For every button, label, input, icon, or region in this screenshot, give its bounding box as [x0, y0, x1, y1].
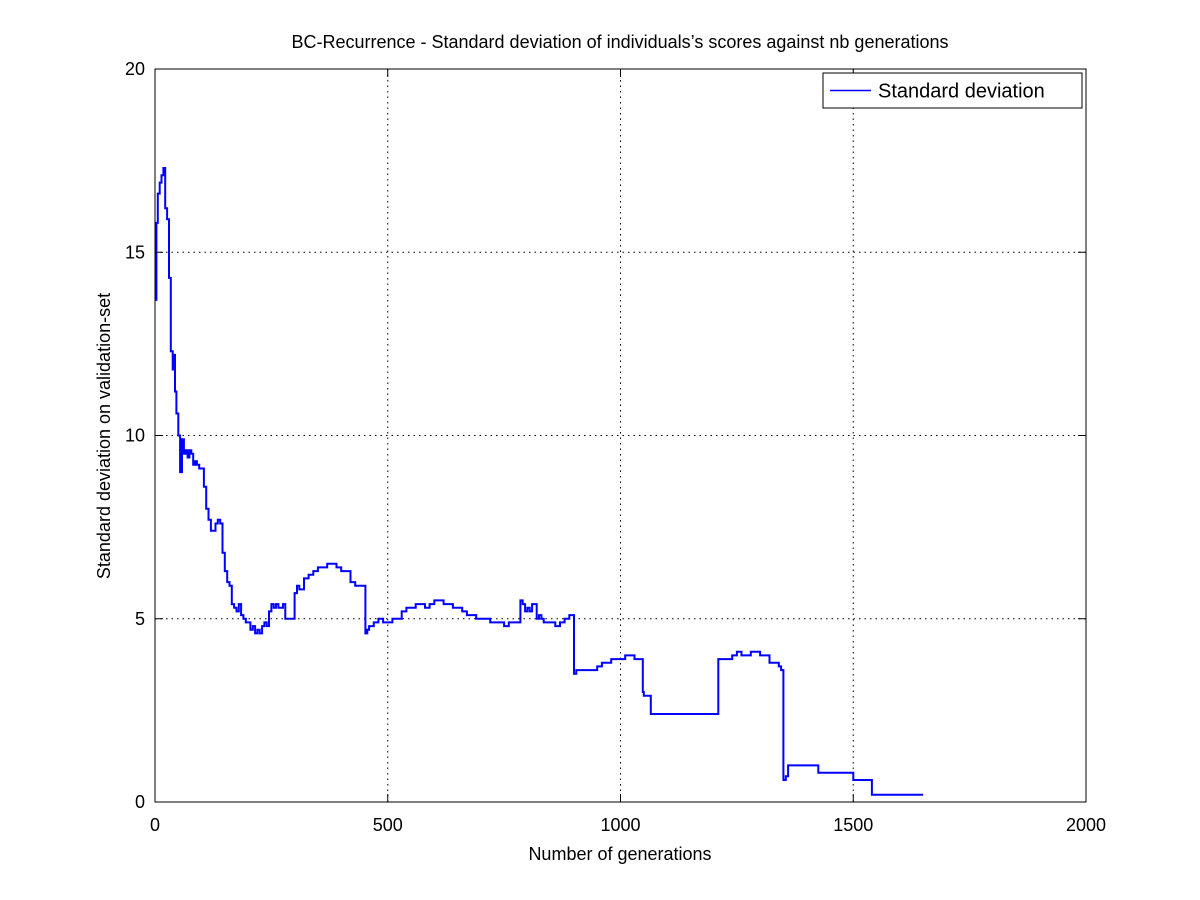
y-tick-label: 20	[125, 59, 145, 79]
y-tick-label: 0	[135, 792, 145, 812]
x-tick-label: 0	[150, 815, 160, 835]
grid-lines	[155, 69, 1086, 802]
chart-title: BC-Recurrence - Standard deviation of in…	[291, 32, 948, 52]
y-tick-label: 5	[135, 609, 145, 629]
y-tick-label: 15	[125, 242, 145, 262]
series-line-0	[155, 167, 924, 796]
axis-ticks: 0 500 1000 1500 2000 0 5 10 15 20	[125, 59, 1106, 835]
x-axis-label: Number of generations	[528, 844, 711, 864]
legend-box	[822, 72, 1083, 109]
y-axis-label: Standard deviation on validation-set	[94, 293, 114, 579]
legend: Standard deviation	[822, 72, 1083, 109]
x-tick-label: 500	[373, 815, 403, 835]
series-layer	[155, 167, 924, 796]
x-tick-label: 1500	[833, 815, 873, 835]
legend-label: Standard deviation	[878, 81, 1045, 103]
x-tick-label: 2000	[1066, 815, 1106, 835]
y-tick-label: 10	[125, 426, 145, 446]
x-tick-label: 1000	[600, 815, 640, 835]
